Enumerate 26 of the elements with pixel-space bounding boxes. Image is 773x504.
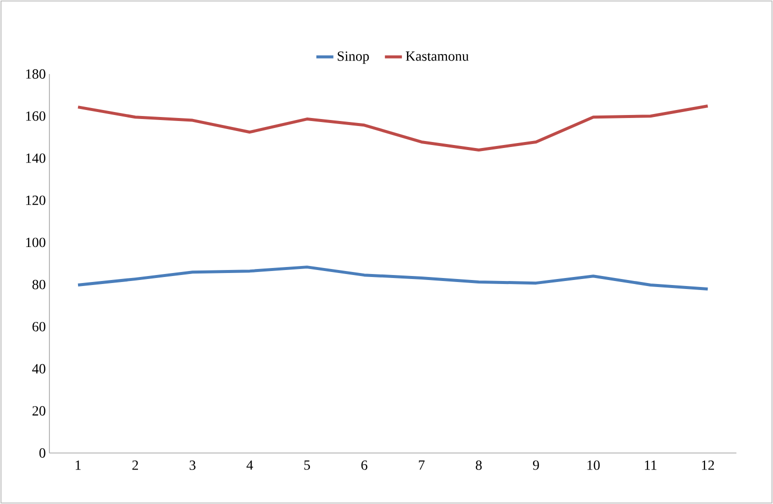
y-tick-label: 180 (26, 69, 46, 79)
y-tick-label: 100 (26, 238, 46, 248)
legend-label: Kastamonu (406, 52, 469, 61)
x-tick-label: 7 (418, 460, 425, 470)
y-tick-label: 60 (32, 322, 46, 332)
x-tick-label: 6 (361, 460, 368, 470)
line-series (76, 266, 710, 290)
x-tick-label: 5 (304, 460, 310, 470)
x-tick-label: 8 (476, 460, 482, 470)
y-tick-label: 140 (26, 153, 46, 163)
x-tick-label: 11 (645, 460, 656, 470)
legend-label: Sinop (338, 51, 369, 64)
y-tick-label: 80 (32, 280, 46, 290)
y-tick-label: 160 (26, 111, 46, 121)
x-tick-label: 9 (532, 460, 539, 470)
line-series (76, 104, 710, 152)
y-tick-label: 20 (32, 406, 46, 416)
y-tick-label: 0 (39, 448, 46, 458)
y-tick-label: 120 (26, 196, 46, 206)
x-tick-label: 2 (132, 460, 138, 470)
x-tick-label: 10 (588, 460, 600, 470)
y-tick-label: 40 (32, 364, 46, 374)
x-tick-label: 12 (702, 460, 714, 470)
x-tick-label: 4 (246, 460, 254, 470)
x-tick-label: 1 (76, 460, 81, 470)
x-tick-label: 3 (190, 460, 196, 470)
